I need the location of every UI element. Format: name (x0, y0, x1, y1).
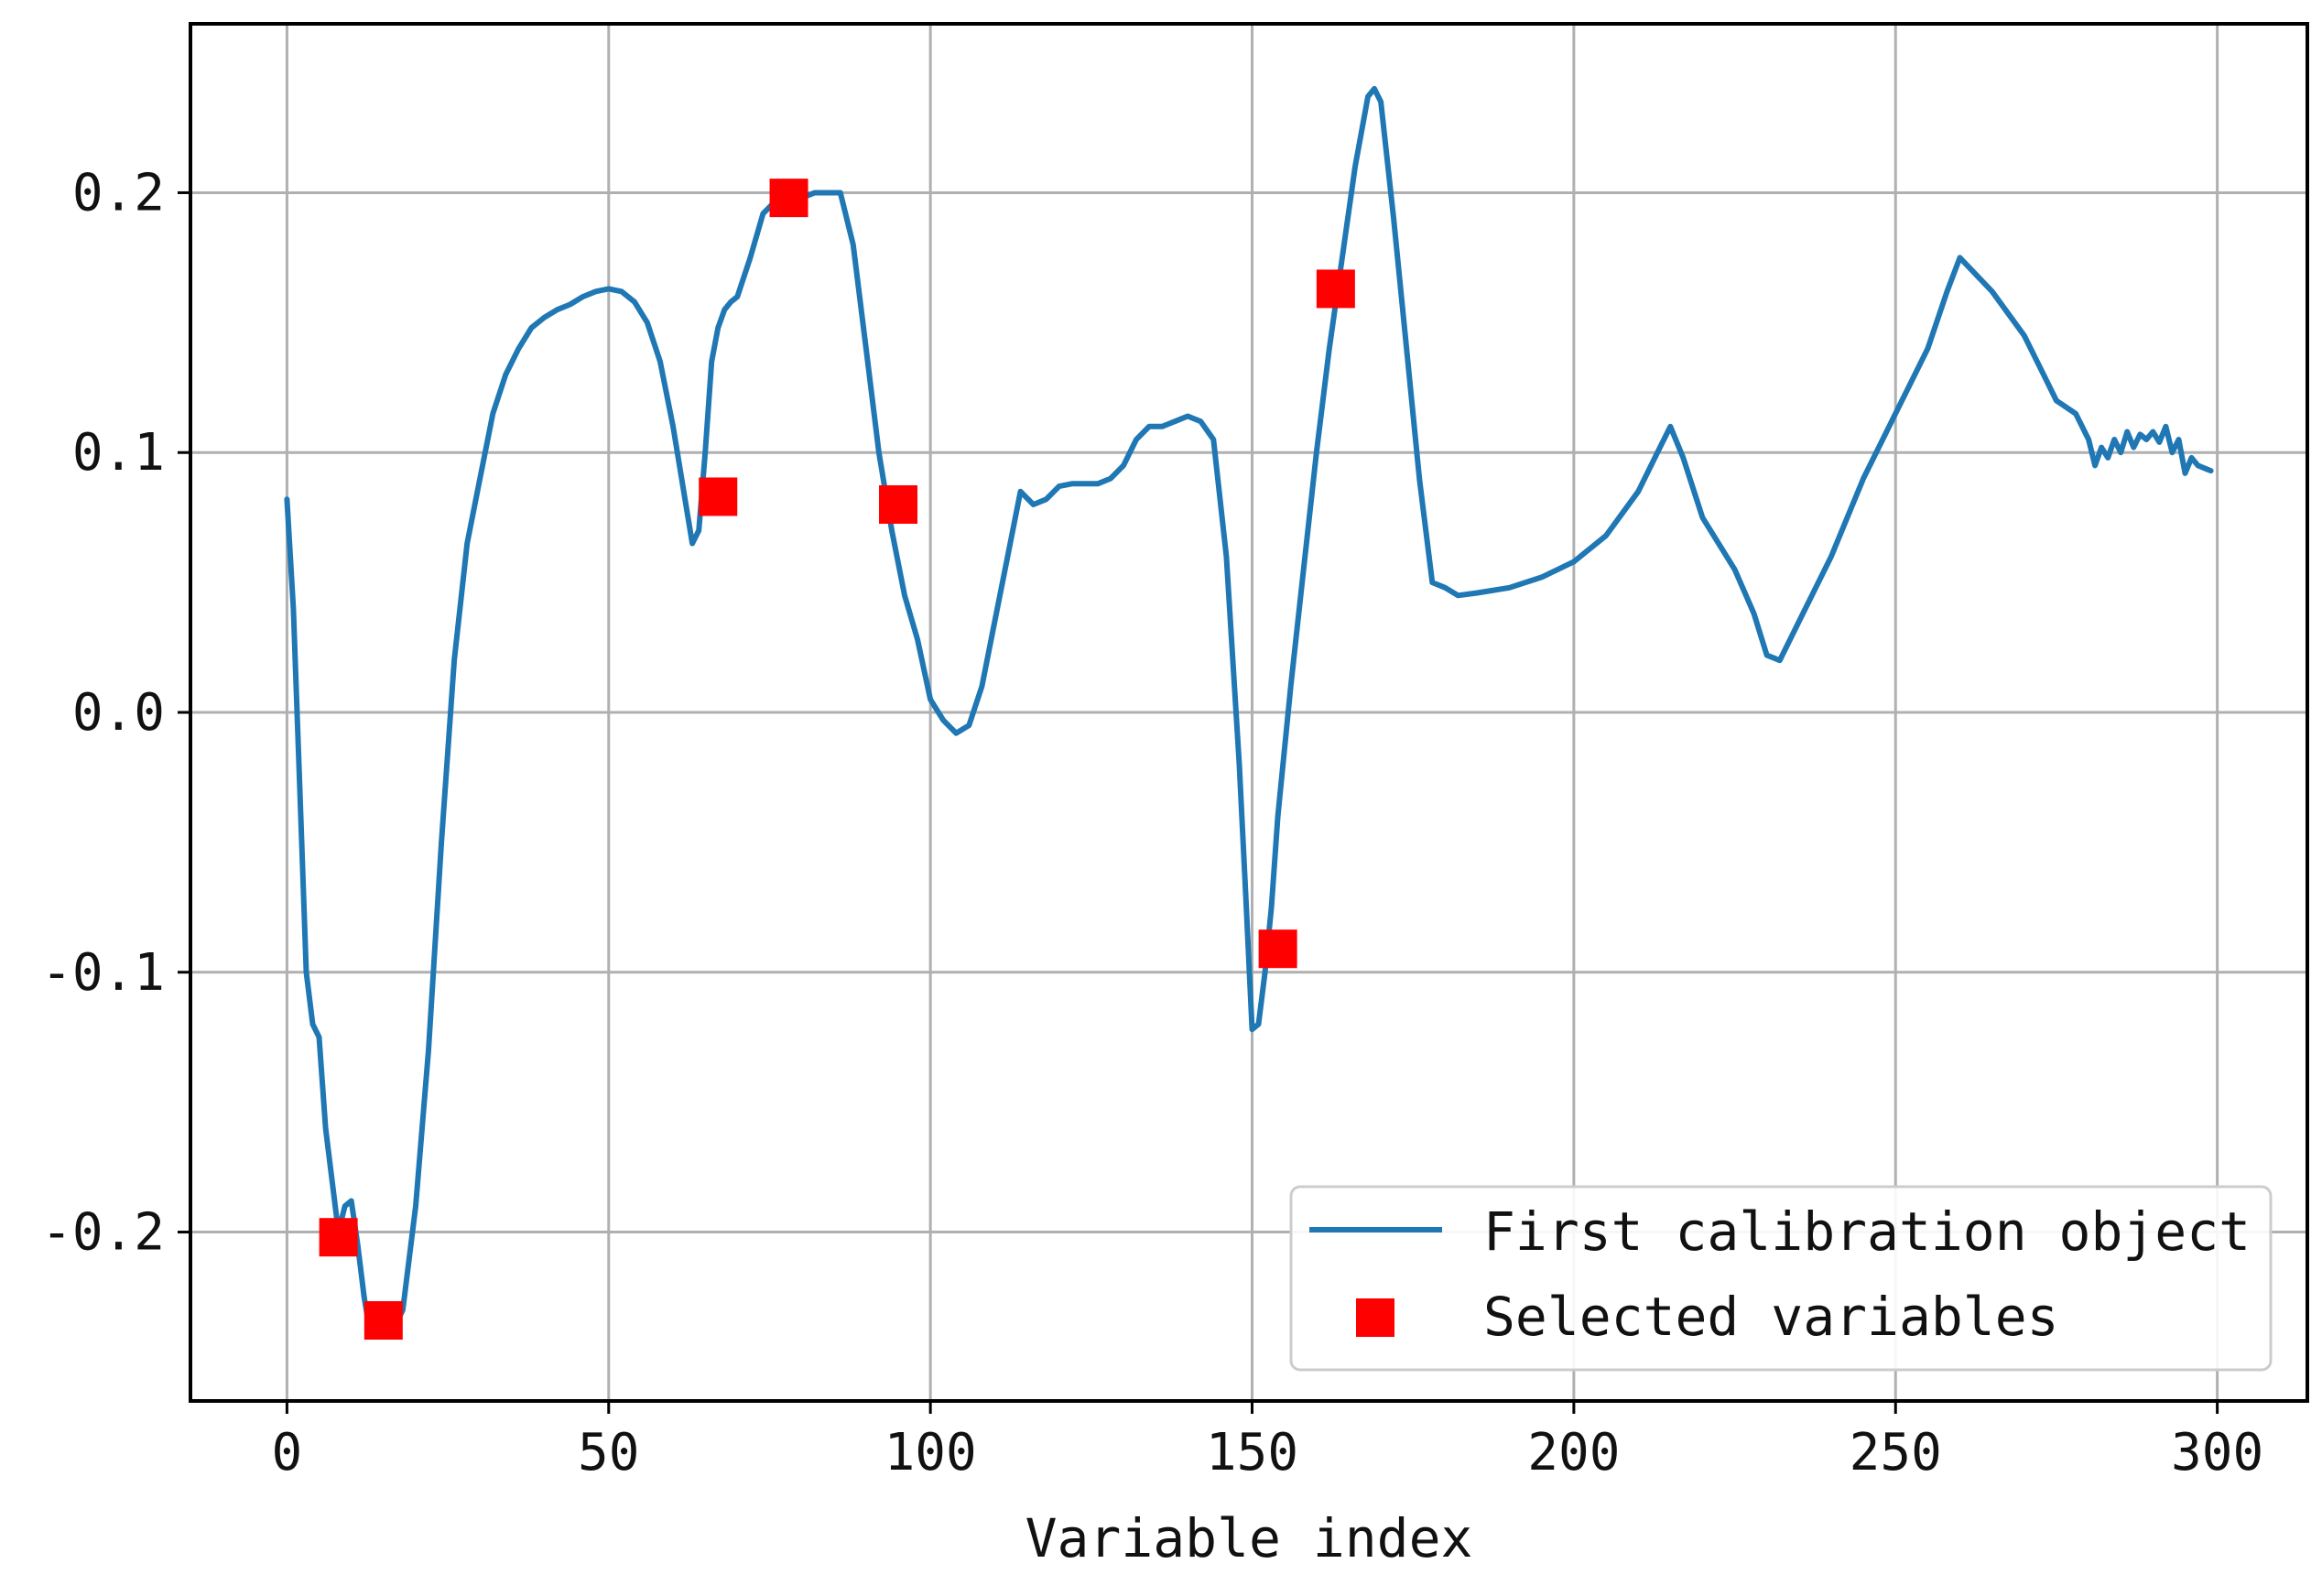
y-tick-label: -0.2 (41, 1203, 165, 1263)
legend-line-label: First calibration object (1483, 1200, 2251, 1263)
x-tick-label: 100 (884, 1423, 977, 1482)
selected-variable-marker (319, 1218, 358, 1257)
x-tick-label: 200 (1527, 1423, 1620, 1482)
y-tick-label: 0.0 (72, 683, 165, 743)
selected-variable-marker (1316, 269, 1355, 309)
grid (190, 24, 2307, 1401)
selected-variable-marker (769, 179, 808, 218)
x-tick-label: 150 (1206, 1423, 1298, 1482)
calibration-line (284, 85, 2214, 1340)
x-tick-label: 50 (578, 1423, 639, 1482)
selected-variable-marker (363, 1301, 403, 1341)
series-line-group (284, 85, 2214, 1340)
x-tick-label: 250 (1850, 1423, 1942, 1482)
x-ticks: 0 50 100 150 200 250 300 (272, 1401, 2263, 1482)
y-tick-label: 0.2 (72, 163, 165, 223)
y-tick-label: -0.1 (41, 943, 165, 1003)
legend-marker-sample (1356, 1298, 1394, 1337)
legend-box (1289, 1185, 2273, 1372)
selected-markers (319, 179, 1355, 1341)
x-axis-label: Variable index (1025, 1507, 1473, 1569)
selected-variable-marker (879, 484, 918, 524)
x-tick-label: 0 (272, 1423, 303, 1482)
legend-marker-label: Selected variables (1483, 1286, 2059, 1348)
legend: First calibration object Selected variab… (1289, 1185, 2273, 1372)
y-tick-label: 0.1 (72, 423, 165, 483)
y-ticks: -0.2 -0.1 0.0 0.1 0.2 (41, 163, 190, 1263)
selected-variable-marker (1258, 929, 1297, 969)
x-tick-label: 300 (2171, 1423, 2263, 1482)
selected-variable-marker (699, 477, 738, 516)
